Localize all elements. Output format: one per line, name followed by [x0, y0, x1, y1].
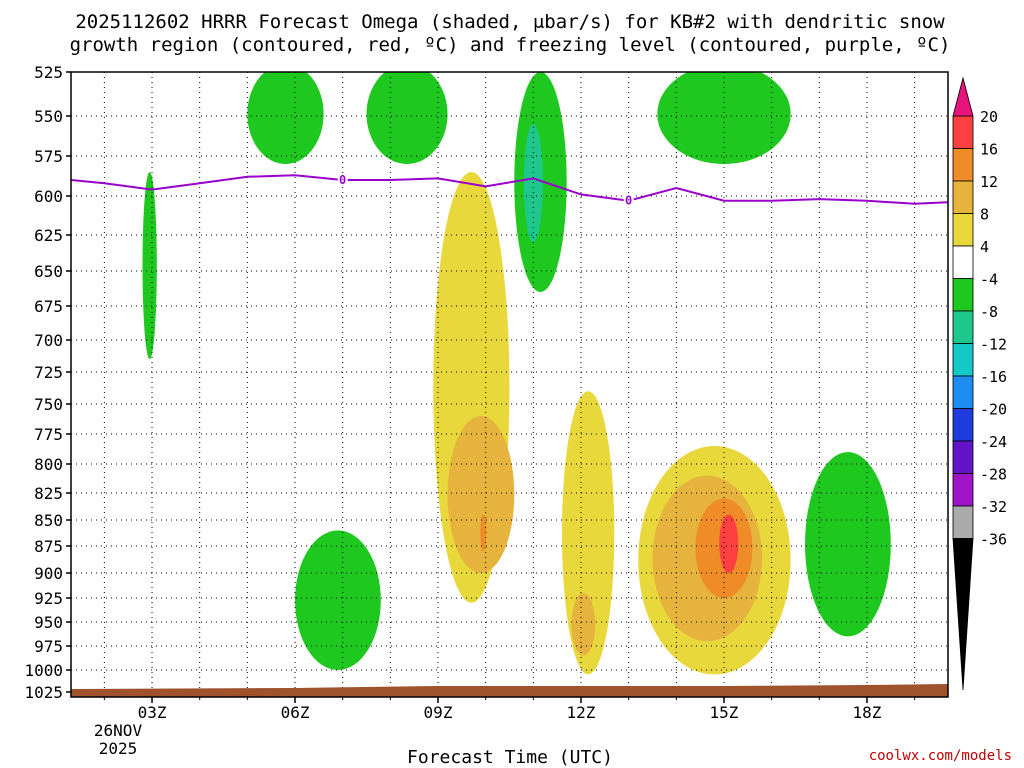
y-tick-label-20: 1025 [24, 683, 63, 702]
plot-background [71, 72, 948, 697]
colorbar-tick-label-11: -28 [980, 466, 1007, 484]
y-tick-label-3: 600 [34, 187, 63, 206]
x-tick-label-0: 03Z [138, 703, 167, 722]
omega-region-2 [480, 514, 487, 552]
freezing-label-bg-0 [337, 173, 348, 187]
colorbar-tick-label-8: -16 [980, 368, 1007, 386]
colorbar-bin-1 [952, 148, 974, 182]
colorbar-bin-9 [952, 408, 974, 442]
colorbar-bin-8 [952, 375, 974, 409]
y-tick-label-13: 850 [34, 511, 63, 530]
colorbar-bin-12 [952, 505, 974, 539]
freezing-level-line [71, 174, 948, 205]
x-tick-label-1: 06Z [281, 703, 310, 722]
colorbar-tick-label-9: -20 [980, 401, 1007, 419]
date-label-year: 2025 [99, 739, 138, 758]
omega-region-13 [142, 172, 157, 360]
colorbar-bin-6 [952, 310, 974, 344]
omega-region-4 [571, 593, 596, 656]
omega-region-10 [523, 124, 543, 243]
x-tick-label-2: 09Z [424, 703, 453, 722]
y-tick-label-7: 700 [34, 331, 63, 350]
colorbar-tick-label-2: 12 [980, 173, 998, 191]
y-tick-label-11: 800 [34, 455, 63, 474]
y-tick-label-2: 575 [34, 147, 63, 166]
freezing-level-label-0: 0 [339, 173, 346, 187]
omega-region-1 [447, 416, 515, 573]
y-axis-ticks: 525 550 575 600 625 650 675 700 725 750 775 800 825 8… [24, 63, 71, 702]
colorbar-bin-5 [952, 278, 974, 312]
colorbar-under-triangle [952, 538, 974, 691]
omega-region-12 [805, 452, 891, 637]
freezing-level-layer: 00 [71, 173, 948, 208]
colorbar: 20 16 12 8 4 -4 -8 -12 -16 -20 -24 -28 -32 -36 [952, 76, 1007, 691]
plot-frame [70, 71, 949, 698]
colorbar-tick-label-12: -32 [980, 498, 1007, 516]
colorbar-tick-label-1: 16 [980, 141, 998, 159]
colorbar-tick-label-4: 4 [980, 238, 989, 256]
colorbar-over-triangle [952, 76, 974, 117]
y-tick-label-5: 650 [34, 262, 63, 281]
freezing-level-label-1: 0 [625, 194, 632, 208]
x-tick-label-4: 15Z [710, 703, 739, 722]
plot-area: 00 [70, 71, 949, 698]
surface-terrain [71, 684, 948, 697]
y-tick-label-1: 550 [34, 107, 63, 126]
x-tick-label-3: 12Z [567, 703, 596, 722]
y-tick-label-18: 975 [34, 637, 63, 656]
freezing-label-bg-1 [623, 193, 634, 208]
omega-region-14 [247, 72, 324, 164]
chart-title-line-2: growth region (contoured, red, ºC) and f… [70, 34, 951, 56]
colorbar-bin-0 [952, 115, 974, 149]
y-tick-label-19: 1000 [24, 661, 63, 680]
y-tick-label-17: 950 [34, 613, 63, 632]
y-tick-label-14: 875 [34, 537, 63, 556]
grid-layer [71, 71, 948, 697]
y-tick-label-16: 925 [34, 589, 63, 608]
colorbar-bin-7 [952, 343, 974, 377]
omega-region-8 [719, 514, 739, 573]
y-tick-label-8: 725 [34, 363, 63, 382]
colorbar-bin-2 [952, 180, 974, 214]
x-axis-label: Forecast Time (UTC) [407, 747, 613, 768]
colorbar-bin-11 [952, 473, 974, 507]
date-label-day: 26NOV [94, 721, 143, 740]
colorbar-tick-label-3: 8 [980, 206, 989, 224]
colorbar-bin-4 [952, 245, 974, 279]
colorbar-tick-label-7: -12 [980, 336, 1007, 354]
omega-region-15 [366, 72, 448, 164]
colorbar-tick-label-6: -8 [980, 303, 998, 321]
surface-terrain-layer [71, 684, 948, 697]
colorbar-tick-label-10: -24 [980, 433, 1007, 451]
omega-region-11 [295, 530, 381, 670]
omega-region-16 [657, 72, 791, 164]
y-tick-label-4: 625 [34, 226, 63, 245]
chart-title-line-1: 2025112602 HRRR Forecast Omega (shaded, … [75, 11, 945, 33]
y-tick-label-12: 825 [34, 484, 63, 503]
credit-text: coolwx.com/models [869, 748, 1012, 764]
colorbar-bin-3 [952, 213, 974, 247]
y-tick-label-10: 775 [34, 425, 63, 444]
colorbar-tick-label-5: -4 [980, 271, 998, 289]
colorbar-tick-label-13: -36 [980, 531, 1007, 549]
x-axis-ticks: 03Z 06Z 09Z 12Z 15Z 18Z [103, 697, 916, 722]
y-tick-label-0: 525 [34, 63, 63, 82]
colorbar-bin-10 [952, 440, 974, 474]
colorbar-tick-label-0: 20 [980, 108, 998, 126]
x-tick-label-5: 18Z [853, 703, 882, 722]
y-tick-label-15: 900 [34, 564, 63, 583]
y-tick-label-9: 750 [34, 395, 63, 414]
y-tick-label-6: 675 [34, 297, 63, 316]
